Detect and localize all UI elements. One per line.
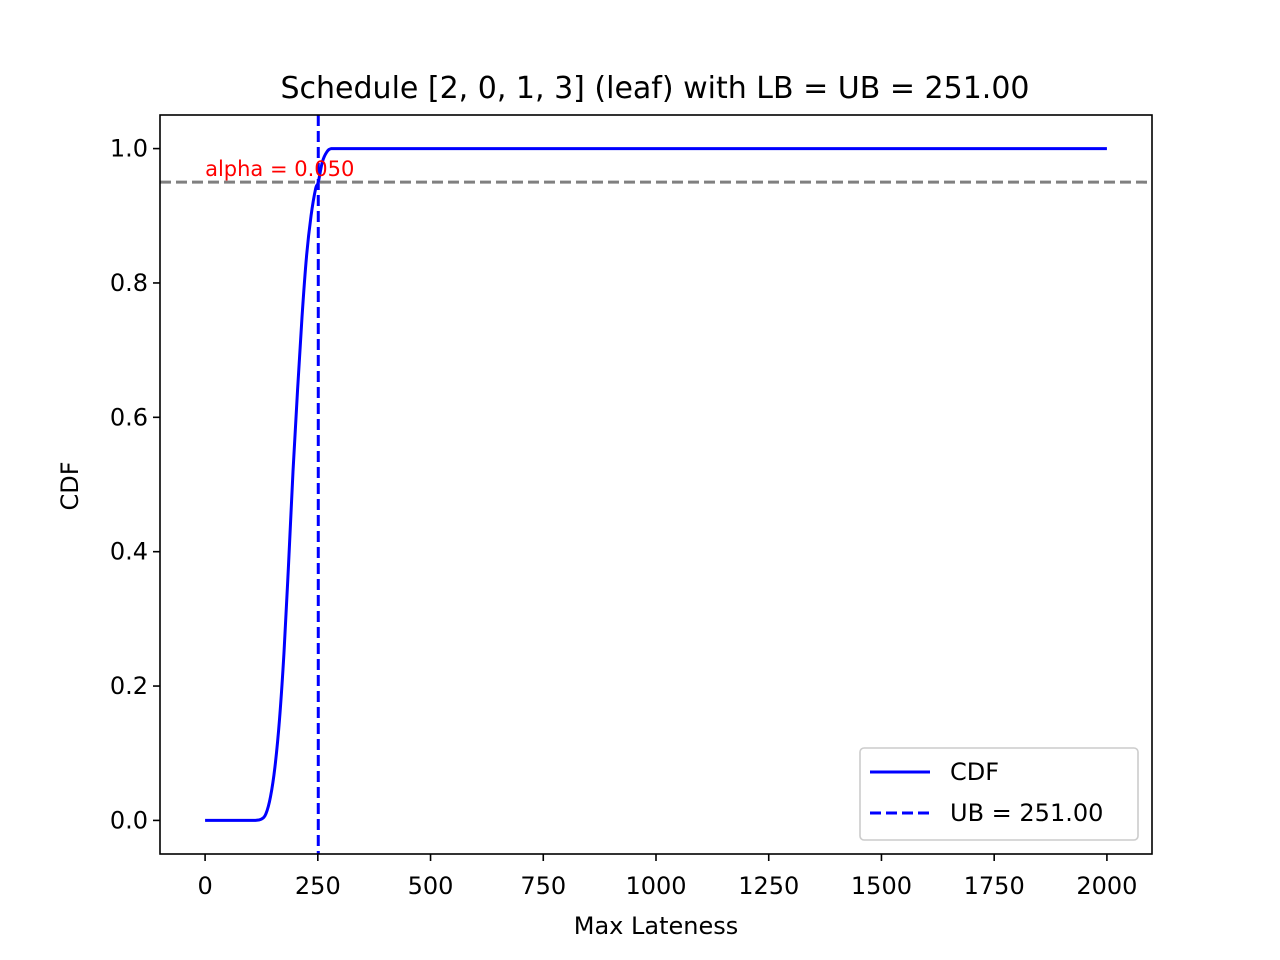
y-tick-label: 0.2 <box>110 672 148 700</box>
x-tick-label: 500 <box>408 872 454 900</box>
y-tick-label: 0.8 <box>110 269 148 297</box>
x-tick-label: 1250 <box>738 872 799 900</box>
x-tick-label: 250 <box>295 872 341 900</box>
y-tick-label: 0.4 <box>110 538 148 566</box>
legend: CDF UB = 251.00 <box>859 747 1139 841</box>
y-tick-label: 1.0 <box>110 135 148 163</box>
x-tick-label: 1000 <box>625 872 686 900</box>
y-axis-ticks: 0.0 0.2 0.4 0.6 0.8 1.0 <box>110 135 160 834</box>
axes-frame <box>159 114 1153 855</box>
legend-label-ub: UB = 251.00 <box>950 799 1103 827</box>
plot-area <box>160 115 1152 854</box>
x-tick-label: 750 <box>520 872 566 900</box>
x-tick-label: 2000 <box>1076 872 1137 900</box>
x-tick-label: 1500 <box>851 872 912 900</box>
x-tick-label: 1750 <box>964 872 1025 900</box>
x-tick-label: 0 <box>197 872 212 900</box>
alpha-annotation: alpha = 0.050 <box>205 157 354 181</box>
chart-title: Schedule [2, 0, 1, 3] (leaf) with LB = U… <box>281 71 1030 106</box>
x-axis-ticks: 0 250 500 750 1000 1250 1500 1750 2000 <box>197 854 1137 900</box>
y-axis-label: CDF <box>56 461 84 510</box>
cdf-series-line <box>205 147 1107 822</box>
x-axis-label: Max Lateness <box>574 912 738 940</box>
annotation-layer: alpha = 0.050 <box>205 157 354 181</box>
y-tick-label: 0.0 <box>110 806 148 834</box>
series-layer <box>205 147 1107 822</box>
y-tick-label: 0.6 <box>110 403 148 431</box>
legend-label-cdf: CDF <box>950 758 999 786</box>
reference-lines <box>160 115 1152 854</box>
